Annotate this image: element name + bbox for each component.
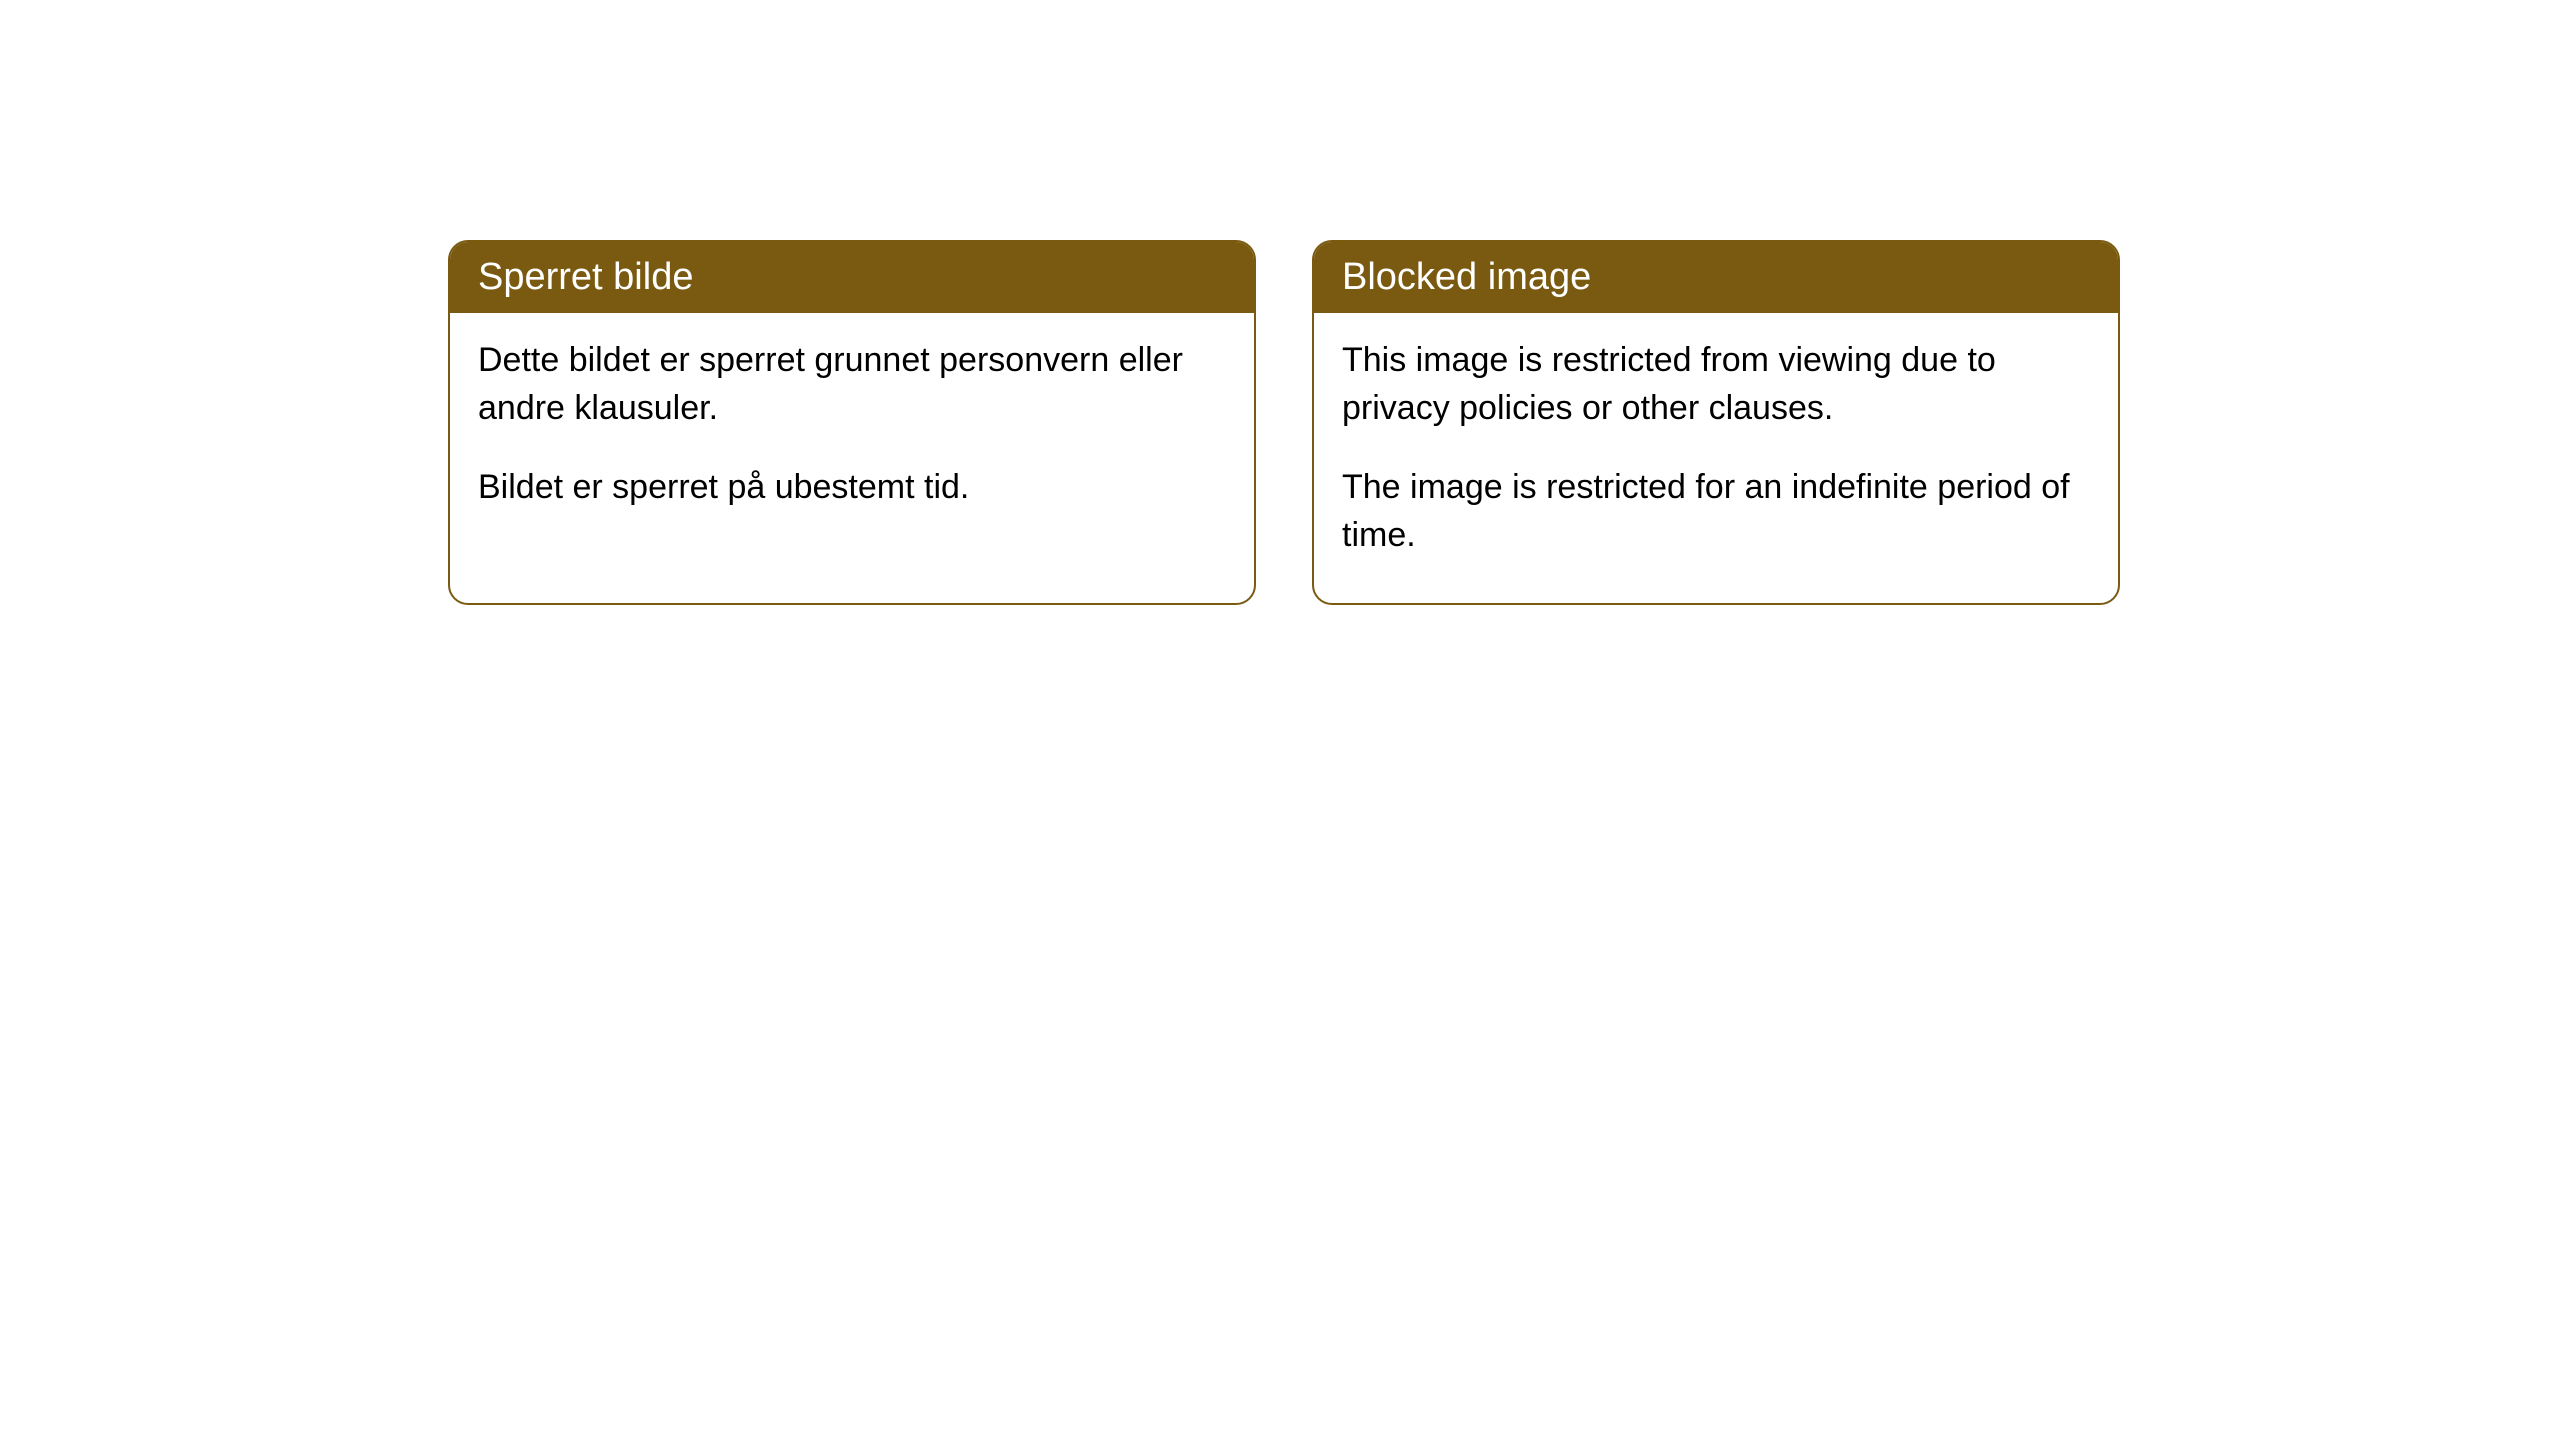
card-body-en: This image is restricted from viewing du… bbox=[1314, 313, 2118, 603]
card-paragraph-2-en: The image is restricted for an indefinit… bbox=[1342, 464, 2090, 559]
blocked-image-card-no: Sperret bilde Dette bildet er sperret gr… bbox=[448, 240, 1256, 605]
card-paragraph-2-no: Bildet er sperret på ubestemt tid. bbox=[478, 464, 1226, 512]
card-header-en: Blocked image bbox=[1314, 242, 2118, 313]
card-paragraph-1-no: Dette bildet er sperret grunnet personve… bbox=[478, 337, 1226, 432]
cards-container: Sperret bilde Dette bildet er sperret gr… bbox=[0, 0, 2560, 605]
card-header-no: Sperret bilde bbox=[450, 242, 1254, 313]
card-paragraph-1-en: This image is restricted from viewing du… bbox=[1342, 337, 2090, 432]
card-body-no: Dette bildet er sperret grunnet personve… bbox=[450, 313, 1254, 556]
blocked-image-card-en: Blocked image This image is restricted f… bbox=[1312, 240, 2120, 605]
